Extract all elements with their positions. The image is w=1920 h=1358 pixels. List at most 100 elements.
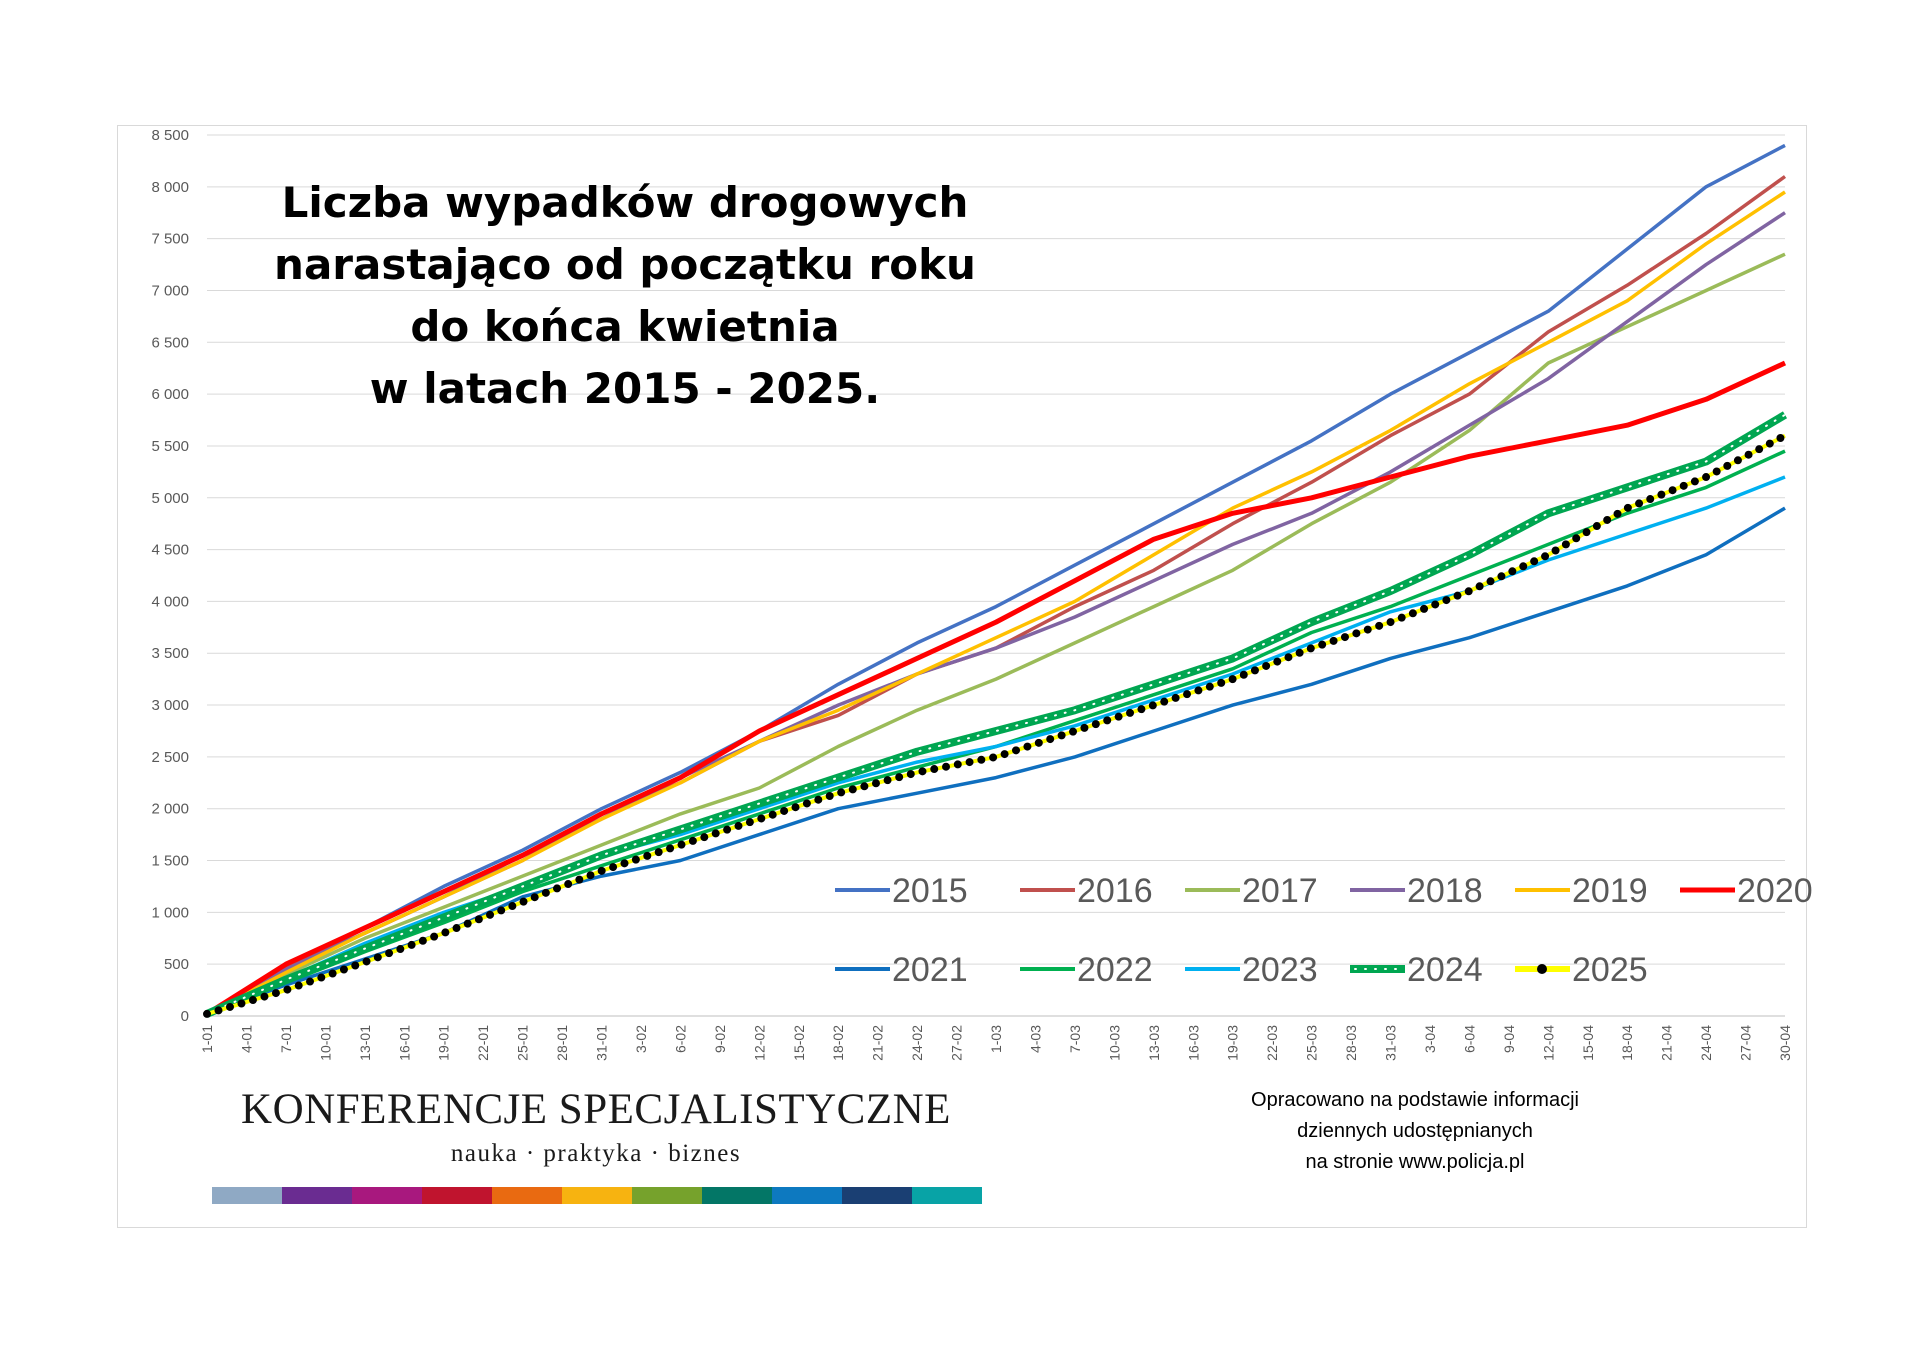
x-tick-label: 6-02: [672, 1025, 688, 1053]
y-tick-label: 1 500: [151, 853, 189, 870]
x-tick-label: 25-03: [1304, 1025, 1320, 1061]
series-2025: [207, 436, 1785, 1014]
x-tick-label: 16-01: [396, 1025, 412, 1061]
y-tick-label: 5 500: [151, 438, 189, 455]
series-line-2025: [207, 436, 1785, 1014]
x-tick-label: 7-03: [1067, 1025, 1083, 1053]
stripe-segment: [842, 1187, 912, 1204]
x-tick-label: 24-04: [1698, 1025, 1714, 1061]
stripe-segment: [912, 1187, 982, 1204]
legend-item-2017: 2017: [1185, 872, 1318, 910]
y-tick-label: 1 000: [151, 904, 189, 921]
chart-title-line: narastająco od początku roku: [230, 234, 1020, 296]
y-tick-label: 2 500: [151, 749, 189, 766]
legend-label: 2022: [1077, 951, 1153, 989]
x-tick-label: 9-04: [1501, 1025, 1517, 1053]
x-tick-label: 21-02: [870, 1025, 886, 1061]
x-tick-label: 3-02: [633, 1025, 649, 1053]
x-tick-label: 12-02: [751, 1025, 767, 1061]
x-tick-label: 15-02: [791, 1025, 807, 1061]
chart-title-line: Liczba wypadków drogowych: [230, 172, 1020, 234]
legend-item-2022: 2022: [1020, 951, 1153, 989]
stripe-segment: [352, 1187, 422, 1204]
stripe-segment: [562, 1187, 632, 1204]
legend-item-2024: 2024: [1350, 951, 1483, 989]
x-tick-label: 22-01: [475, 1025, 491, 1061]
y-tick-label: 8 000: [151, 179, 189, 196]
chart-title-line: w latach 2015 - 2025.: [230, 358, 1020, 420]
source-note-line: dziennych udostępnianych: [1190, 1116, 1640, 1147]
x-tick-label: 10-01: [317, 1025, 333, 1061]
source-note-line: Opracowano na podstawie informacji: [1190, 1085, 1640, 1116]
series-line-2021: [207, 508, 1785, 1014]
x-tick-label: 28-03: [1343, 1025, 1359, 1061]
stripe-segment: [772, 1187, 842, 1204]
legend-label: 2016: [1077, 872, 1153, 910]
stripe-segment: [422, 1187, 492, 1204]
y-tick-label: 6 500: [151, 334, 189, 351]
x-tick-label: 31-01: [594, 1025, 610, 1061]
y-tick-label: 8 500: [151, 127, 189, 144]
stripe-segment: [702, 1187, 772, 1204]
y-tick-label: 4 500: [151, 542, 189, 559]
legend-item-2021: 2021: [835, 951, 968, 989]
legend-item-2018: 2018: [1350, 872, 1483, 910]
x-tick-label: 1-01: [199, 1025, 215, 1053]
legend-label: 2017: [1242, 872, 1318, 910]
y-tick-label: 3 000: [151, 697, 189, 714]
x-tick-label: 6-04: [1461, 1025, 1477, 1053]
x-tick-label: 18-04: [1619, 1025, 1635, 1061]
x-tick-label: 27-04: [1738, 1025, 1754, 1061]
y-axis: 0 500 1 000 1 500 2 000 2 500 3 000 3 500 4 000 4…: [151, 127, 189, 1025]
x-tick-label: 3-04: [1422, 1025, 1438, 1053]
chart-title: Liczba wypadków drogowych narastająco od…: [230, 172, 1020, 420]
x-tick-label: 24-02: [909, 1025, 925, 1061]
y-tick-label: 0: [181, 1008, 189, 1025]
y-tick-label: 6 000: [151, 386, 189, 403]
legend-item-2019: 2019: [1515, 872, 1648, 910]
brand-color-stripe: [212, 1187, 982, 1204]
x-tick-label: 4-03: [1027, 1025, 1043, 1053]
stripe-segment: [212, 1187, 282, 1204]
stripe-segment: [632, 1187, 702, 1204]
x-tick-label: 1-03: [988, 1025, 1004, 1053]
x-tick-label: 9-02: [712, 1025, 728, 1053]
brand-logo: KONFERENCJE SPECJALISTYCZNE nauka · prak…: [212, 1085, 980, 1168]
stripe-segment: [492, 1187, 562, 1204]
x-tick-label: 28-01: [554, 1025, 570, 1061]
x-tick-label: 30-04: [1777, 1025, 1793, 1061]
x-tick-label: 22-03: [1264, 1025, 1280, 1061]
legend-item-2020: 2020: [1680, 872, 1813, 910]
legend-label: 2025: [1572, 951, 1648, 989]
legend-item-2016: 2016: [1020, 872, 1153, 910]
x-tick-label: 7-01: [278, 1025, 294, 1053]
x-tick-label: 13-01: [357, 1025, 373, 1061]
legend-label: 2018: [1407, 872, 1483, 910]
x-tick-label: 19-03: [1225, 1025, 1241, 1061]
x-tick-label: 19-01: [436, 1025, 452, 1061]
legend: 2015 2016 2017 2018 2019 2020 2021 2022 2023 2024…: [835, 872, 1813, 989]
chart-title-line: do końca kwietnia: [230, 296, 1020, 358]
stripe-segment: [282, 1187, 352, 1204]
y-tick-label: 2 000: [151, 801, 189, 818]
y-tick-label: 5 000: [151, 490, 189, 507]
y-tick-label: 7 500: [151, 231, 189, 248]
y-tick-label: 4 000: [151, 593, 189, 610]
legend-label: 2023: [1242, 951, 1318, 989]
y-tick-label: 7 000: [151, 282, 189, 299]
source-note-line: na stronie www.policja.pl: [1190, 1147, 1640, 1178]
x-tick-label: 27-02: [949, 1025, 965, 1061]
series-dots-2025: [207, 436, 1785, 1014]
y-tick-label: 500: [164, 956, 189, 973]
y-tick-label: 3 500: [151, 645, 189, 662]
x-tick-label: 13-03: [1146, 1025, 1162, 1061]
legend-swatch-dot: [1537, 964, 1547, 974]
x-tick-label: 12-04: [1540, 1025, 1556, 1061]
legend-label: 2019: [1572, 872, 1648, 910]
x-tick-label: 16-03: [1185, 1025, 1201, 1061]
legend-item-2025: 2025: [1515, 951, 1648, 989]
x-tick-label: 4-01: [238, 1025, 254, 1053]
x-tick-label: 15-04: [1580, 1025, 1596, 1061]
legend-label: 2021: [892, 951, 968, 989]
x-tick-label: 25-01: [515, 1025, 531, 1061]
